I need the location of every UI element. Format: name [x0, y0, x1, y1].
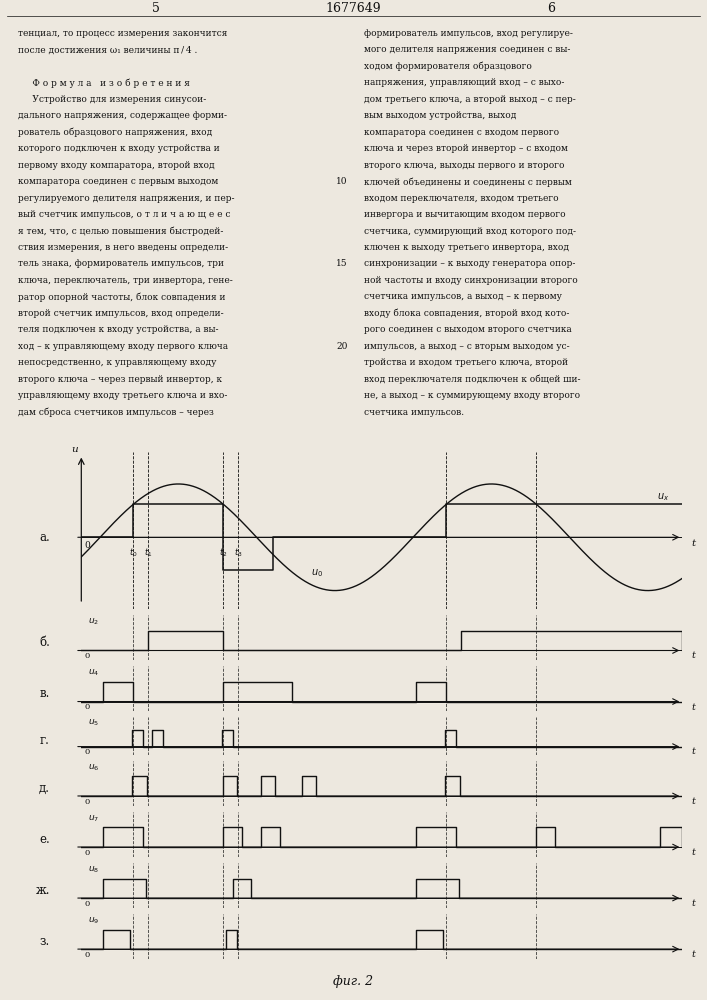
Text: 0: 0: [84, 748, 90, 756]
Text: ключей объединены и соединены с первым: ключей объединены и соединены с первым: [364, 177, 572, 187]
Text: фиг. 2: фиг. 2: [334, 974, 373, 988]
Text: мого делителя напряжения соединен с вы-: мого делителя напряжения соединен с вы-: [364, 45, 571, 54]
Text: 1677649: 1677649: [326, 2, 381, 15]
Text: напряжения, управляющий вход – с выхо-: напряжения, управляющий вход – с выхо-: [364, 78, 564, 87]
Text: рователь образцового напряжения, вход: рователь образцового напряжения, вход: [18, 128, 212, 137]
Text: t: t: [691, 899, 696, 908]
Text: после достижения ω₁ величины π / 4 .: после достижения ω₁ величины π / 4 .: [18, 45, 197, 54]
Text: t: t: [691, 747, 696, 756]
Text: u: u: [71, 445, 78, 454]
Text: $u_4$: $u_4$: [88, 668, 99, 678]
Text: второй счетчик импульсов, вход определи-: второй счетчик импульсов, вход определи-: [18, 309, 223, 318]
Text: ключа и через второй инвертор – с входом: ключа и через второй инвертор – с входом: [364, 144, 568, 153]
Text: импульсов, а выход – с вторым выходом ус-: импульсов, а выход – с вторым выходом ус…: [364, 342, 570, 351]
Text: формирователь импульсов, вход регулируе-: формирователь импульсов, вход регулируе-: [364, 29, 573, 38]
Text: 0: 0: [84, 951, 90, 959]
Text: 0: 0: [84, 798, 90, 806]
Text: $t_3$: $t_3$: [234, 546, 243, 559]
Text: первому входу компаратора, второй вход: первому входу компаратора, второй вход: [18, 161, 214, 170]
Text: 0: 0: [84, 703, 90, 711]
Text: дом третьего ключа, а второй выход – с пер-: дом третьего ключа, а второй выход – с п…: [364, 95, 576, 104]
Text: д.: д.: [39, 782, 50, 795]
Text: дам сброса счетчиков импульсов – через: дам сброса счетчиков импульсов – через: [18, 408, 214, 417]
Text: второго ключа, выходы первого и второго: второго ключа, выходы первого и второго: [364, 161, 565, 170]
Text: $u_0$: $u_0$: [311, 568, 323, 579]
Text: t: t: [691, 703, 696, 712]
Text: входу блока совпадения, второй вход кото-: входу блока совпадения, второй вход кото…: [364, 309, 569, 318]
Text: t: t: [691, 651, 696, 660]
Text: 0: 0: [84, 900, 90, 908]
Text: компаратора соединен с первым выходом: компаратора соединен с первым выходом: [18, 177, 218, 186]
Text: управляющему входу третьего ключа и вхо-: управляющему входу третьего ключа и вхо-: [18, 391, 227, 400]
Text: 0: 0: [84, 541, 90, 550]
Text: вым выходом устройства, выход: вым выходом устройства, выход: [364, 111, 517, 120]
Text: теля подключен к входу устройства, а вы-: теля подключен к входу устройства, а вы-: [18, 325, 218, 334]
Text: тройства и входом третьего ключа, второй: тройства и входом третьего ключа, второй: [364, 358, 568, 367]
Text: $t_1$: $t_1$: [144, 546, 153, 559]
Text: t: t: [691, 848, 696, 857]
Text: тенциал, то процесс измерения закончится: тенциал, то процесс измерения закончится: [18, 29, 227, 38]
Text: ж.: ж.: [35, 884, 50, 897]
Text: синхронизации – к выходу генератора опор-: синхронизации – к выходу генератора опор…: [364, 259, 575, 268]
Text: 5: 5: [151, 2, 160, 15]
Text: е.: е.: [40, 833, 50, 846]
Text: ствия измерения, в него введены определи-: ствия измерения, в него введены определи…: [18, 243, 228, 252]
Text: счетчика импульсов, а выход – к первому: счетчика импульсов, а выход – к первому: [364, 292, 562, 301]
Text: не, а выход – к суммирующему входу второго: не, а выход – к суммирующему входу второ…: [364, 391, 580, 400]
Text: ключа, переключатель, три инвертора, гене-: ключа, переключатель, три инвертора, ген…: [18, 276, 233, 285]
Text: t: t: [691, 950, 696, 959]
Text: 15: 15: [337, 259, 348, 268]
Text: ключен к выходу третьего инвертора, вход: ключен к выходу третьего инвертора, вход: [364, 243, 569, 252]
Text: $u_8$: $u_8$: [88, 864, 99, 875]
Text: счетчика импульсов.: счетчика импульсов.: [364, 408, 464, 417]
Text: з.: з.: [40, 935, 50, 948]
Text: $u_9$: $u_9$: [88, 916, 99, 926]
Text: а.: а.: [40, 531, 50, 544]
Text: 10: 10: [337, 177, 348, 186]
Text: тель знака, формирователь импульсов, три: тель знака, формирователь импульсов, три: [18, 259, 223, 268]
Text: Устройство для измерения синусои-: Устройство для измерения синусои-: [18, 95, 206, 104]
Text: 0: 0: [84, 652, 90, 660]
Text: в.: в.: [40, 687, 50, 700]
Text: дального напряжения, содержащее форми-: дального напряжения, содержащее форми-: [18, 111, 227, 120]
Text: г.: г.: [40, 734, 50, 747]
Text: счетчика, суммирующий вход которого под-: счетчика, суммирующий вход которого под-: [364, 227, 576, 236]
Text: вход переключателя подключен к общей ши-: вход переключателя подключен к общей ши-: [364, 375, 580, 384]
Text: 0: 0: [84, 849, 90, 857]
Text: непосредственно, к управляющему входу: непосредственно, к управляющему входу: [18, 358, 216, 367]
Text: б.: б.: [39, 636, 50, 649]
Text: я тем, что, с целью повышения быстродей-: я тем, что, с целью повышения быстродей-: [18, 227, 223, 236]
Text: t: t: [691, 797, 696, 806]
Text: Ф о р м у л а   и з о б р е т е н и я: Ф о р м у л а и з о б р е т е н и я: [18, 78, 189, 88]
Text: компаратора соединен с входом первого: компаратора соединен с входом первого: [364, 128, 559, 137]
Text: ход – к управляющему входу первого ключа: ход – к управляющему входу первого ключа: [18, 342, 228, 351]
Text: которого подключен к входу устройства и: которого подключен к входу устройства и: [18, 144, 219, 153]
Text: 6: 6: [547, 2, 556, 15]
Text: регулируемого делителя напряжения, и пер-: регулируемого делителя напряжения, и пер…: [18, 194, 234, 203]
Text: второго ключа – через первый инвертор, к: второго ключа – через первый инвертор, к: [18, 375, 222, 384]
Text: ратор опорной частоты, блок совпадения и: ратор опорной частоты, блок совпадения и: [18, 292, 225, 302]
Text: $t_2$: $t_2$: [219, 546, 228, 559]
Text: вый счетчик импульсов, о т л и ч а ю щ е е с: вый счетчик импульсов, о т л и ч а ю щ е…: [18, 210, 230, 219]
Text: $u_x$: $u_x$: [658, 491, 670, 503]
Text: ходом формирователя образцового: ходом формирователя образцового: [364, 62, 532, 71]
Text: инвергора и вычитающим входом первого: инвергора и вычитающим входом первого: [364, 210, 566, 219]
Text: t: t: [691, 539, 696, 548]
Text: 20: 20: [337, 342, 348, 351]
Text: рого соединен с выходом второго счетчика: рого соединен с выходом второго счетчика: [364, 325, 572, 334]
Text: входом переключателя, входом третьего: входом переключателя, входом третьего: [364, 194, 559, 203]
Text: $t_0$: $t_0$: [129, 546, 138, 559]
Text: $u_6$: $u_6$: [88, 762, 99, 773]
Text: $u_7$: $u_7$: [88, 813, 99, 824]
Text: ной частоты и входу синхронизации второго: ной частоты и входу синхронизации второг…: [364, 276, 578, 285]
Text: $u_5$: $u_5$: [88, 718, 99, 728]
Text: $u_2$: $u_2$: [88, 617, 99, 627]
